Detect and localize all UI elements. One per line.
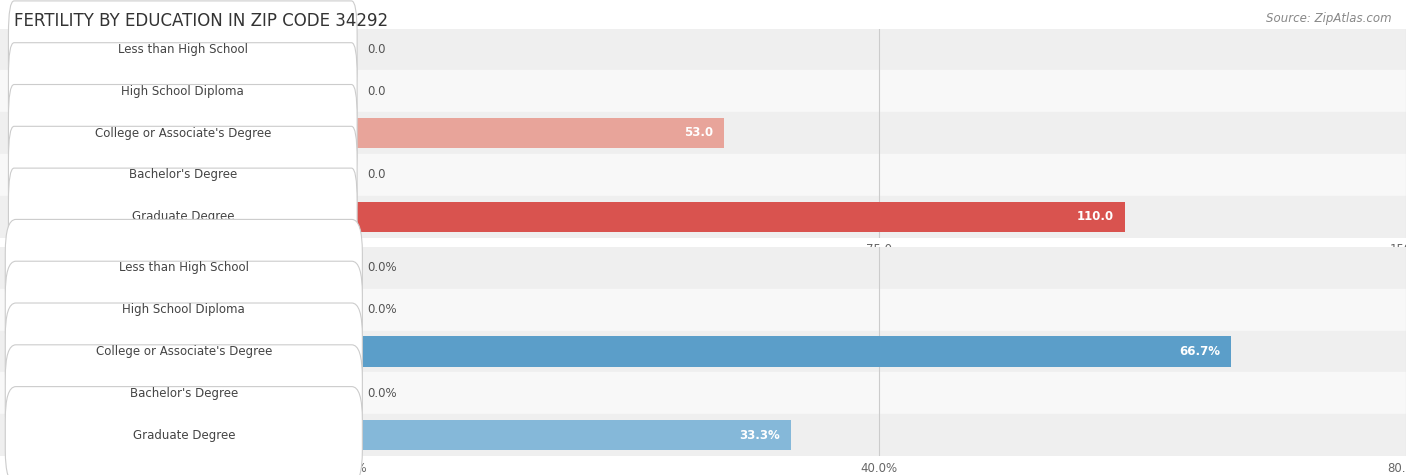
Bar <box>352 336 1230 367</box>
Bar <box>0 331 1406 372</box>
Text: FERTILITY BY EDUCATION IN ZIP CODE 34292: FERTILITY BY EDUCATION IN ZIP CODE 34292 <box>14 12 388 30</box>
FancyBboxPatch shape <box>8 1 357 98</box>
FancyBboxPatch shape <box>8 43 357 140</box>
FancyBboxPatch shape <box>6 219 363 316</box>
Bar <box>0 112 1406 154</box>
Text: High School Diploma: High School Diploma <box>121 85 245 98</box>
Text: High School Diploma: High School Diploma <box>122 303 245 316</box>
Text: 0.0: 0.0 <box>367 85 385 98</box>
Bar <box>352 201 1125 232</box>
Text: 0.0: 0.0 <box>367 168 385 181</box>
Bar <box>0 154 1406 196</box>
Bar <box>0 372 1406 414</box>
FancyBboxPatch shape <box>8 126 357 223</box>
Bar <box>0 196 1406 238</box>
Bar <box>0 247 1406 289</box>
Text: 66.7%: 66.7% <box>1180 345 1220 358</box>
Text: 53.0: 53.0 <box>685 126 714 140</box>
Text: Graduate Degree: Graduate Degree <box>132 428 235 442</box>
Text: 33.3%: 33.3% <box>740 428 780 442</box>
Text: College or Associate's Degree: College or Associate's Degree <box>96 345 271 358</box>
FancyBboxPatch shape <box>6 303 363 400</box>
FancyBboxPatch shape <box>6 261 363 358</box>
Bar <box>0 414 1406 456</box>
Text: 0.0%: 0.0% <box>367 261 398 275</box>
Bar <box>0 289 1406 331</box>
Bar <box>0 70 1406 112</box>
Text: Less than High School: Less than High School <box>120 261 249 275</box>
FancyBboxPatch shape <box>6 387 363 475</box>
Text: Bachelor's Degree: Bachelor's Degree <box>129 387 238 400</box>
Text: 0.0: 0.0 <box>367 43 385 56</box>
Text: Less than High School: Less than High School <box>118 43 247 56</box>
Text: Graduate Degree: Graduate Degree <box>132 210 233 223</box>
Text: 110.0: 110.0 <box>1077 210 1115 223</box>
Bar <box>0 28 1406 70</box>
Text: 0.0%: 0.0% <box>367 387 398 400</box>
Text: Bachelor's Degree: Bachelor's Degree <box>129 168 236 181</box>
FancyBboxPatch shape <box>8 85 357 181</box>
FancyBboxPatch shape <box>8 168 357 265</box>
Text: Source: ZipAtlas.com: Source: ZipAtlas.com <box>1267 12 1392 25</box>
Bar <box>352 420 790 450</box>
Text: College or Associate's Degree: College or Associate's Degree <box>94 126 271 140</box>
Bar <box>352 118 724 148</box>
FancyBboxPatch shape <box>6 345 363 442</box>
Text: 0.0%: 0.0% <box>367 303 398 316</box>
